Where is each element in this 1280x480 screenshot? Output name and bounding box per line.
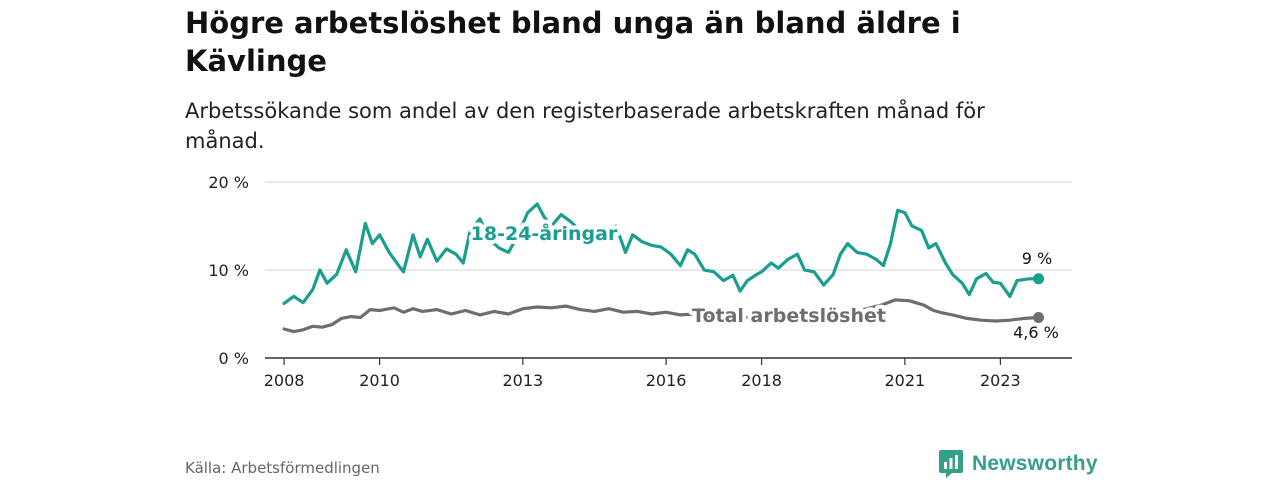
newsworthy-logo-icon [939, 450, 963, 478]
chart-title: Högre arbetslöshet bland unga än bland ä… [185, 6, 961, 78]
chart-subtitle: Arbetssökande som andel av den registerb… [185, 99, 985, 153]
series-end-marker-0 [1033, 273, 1045, 285]
source-note: Källa: Arbetsförmedlingen [185, 459, 380, 477]
x-tick-label: 2018 [741, 371, 782, 390]
series-line-0 [282, 202, 1041, 305]
series-line-1 [282, 298, 1041, 334]
end-value-label-1: 4,6 % [1013, 323, 1059, 342]
brand-name: Newsworthy [972, 452, 1098, 475]
grid: 0 % 10 % 20 % [208, 173, 1072, 368]
series-end-marker-1 [1033, 312, 1045, 324]
end-value-label-0: 9 % [1022, 249, 1052, 268]
y-tick-label: 20 % [208, 173, 249, 192]
series-label-1: Total arbetslöshet [692, 305, 886, 327]
y-tick-label: 0 % [219, 349, 249, 368]
x-tick-label: 2010 [359, 371, 400, 390]
y-tick-label: 10 % [208, 261, 249, 280]
series-label-halo: 18-24-åringar [471, 221, 618, 245]
x-tick-label: 2021 [885, 371, 926, 390]
series-group [282, 202, 1045, 334]
x-ticks: 2008 2010 2013 2016 2018 2021 2023 [264, 358, 1021, 390]
brand-logo: Newsworthy [938, 449, 1098, 479]
line-chart: 0 %10 %20 % 18-24-åringar18-24-åringar9 … [208, 173, 1072, 390]
x-tick-label: 2023 [980, 371, 1021, 390]
x-tick-label: 2013 [502, 371, 543, 390]
x-tick-label: 2016 [646, 371, 687, 390]
x-tick-label: 2008 [264, 371, 305, 390]
series-label-0: 18-24-åringar [471, 221, 618, 245]
series-label-halo: Total arbetslöshet [692, 305, 886, 327]
